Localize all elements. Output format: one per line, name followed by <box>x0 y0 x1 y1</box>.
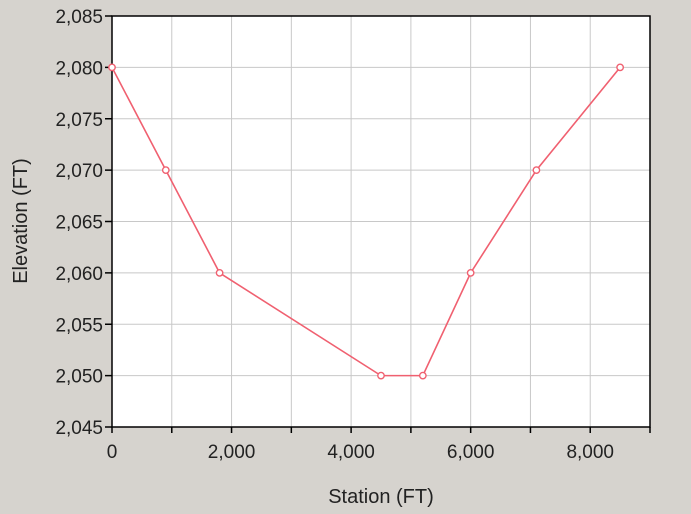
x-tick-label: 8,000 <box>566 442 614 463</box>
data-point <box>161 166 170 175</box>
data-point <box>616 63 625 72</box>
data-point <box>418 371 427 380</box>
data-point <box>215 268 224 277</box>
series-layer <box>108 63 625 380</box>
axis-ticks: 0 2,000 4,000 6,000 8,000 2,045 2,050 2,055 2,06… <box>55 7 651 463</box>
x-axis-label: Station (FT) <box>328 486 434 508</box>
y-tick-label: 2,075 <box>55 110 103 131</box>
y-tick-label: 2,080 <box>55 58 103 79</box>
data-point <box>108 63 116 72</box>
x-tick-label: 6,000 <box>447 442 495 463</box>
y-tick-label: 2,055 <box>55 315 103 336</box>
grid-lines <box>112 16 650 427</box>
x-tick-label: 2,000 <box>208 442 256 463</box>
x-tick-label: 0 <box>107 442 118 463</box>
y-axis-label: Elevation (FT) <box>10 158 32 284</box>
data-point <box>377 371 385 380</box>
series-line <box>111 66 621 377</box>
y-tick-label: 2,085 <box>55 7 103 28</box>
data-point <box>466 268 475 277</box>
y-tick-label: 2,065 <box>55 213 103 234</box>
y-tick-label: 2,050 <box>55 367 103 388</box>
y-tick-label: 2,070 <box>55 161 103 182</box>
data-point <box>532 166 541 175</box>
y-tick-label: 2,045 <box>55 418 103 439</box>
x-tick-label: 4,000 <box>327 442 375 463</box>
y-tick-label: 2,060 <box>55 264 103 285</box>
